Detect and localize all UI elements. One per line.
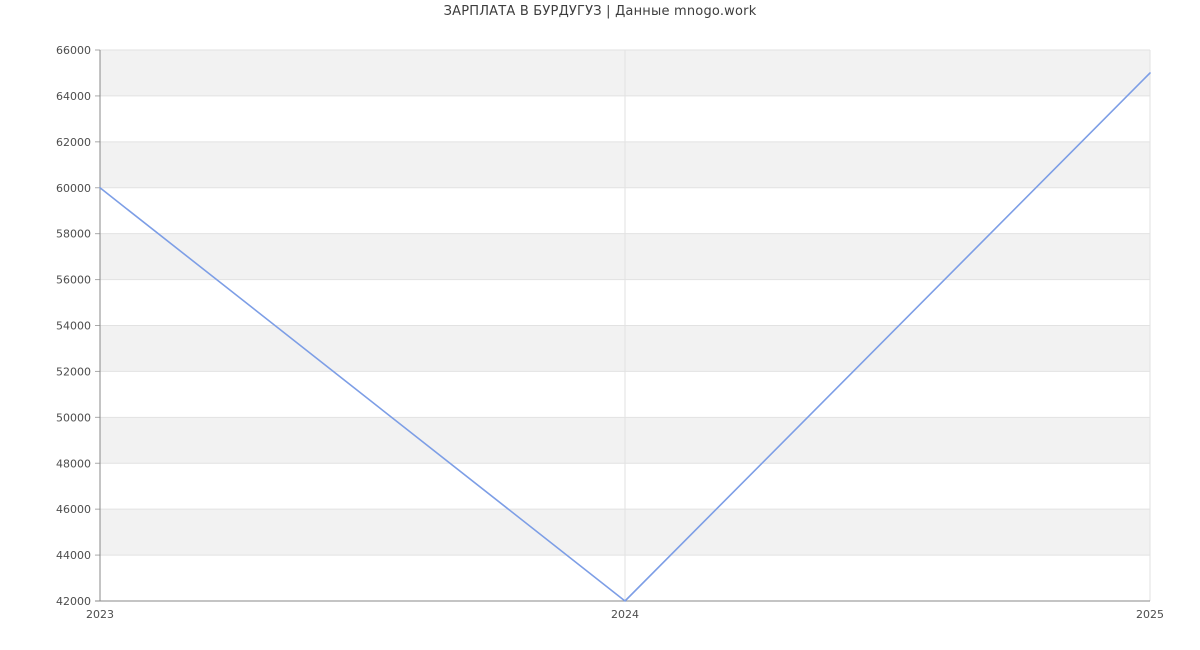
y-tick-label: 46000: [56, 503, 91, 516]
y-tick-label: 60000: [56, 182, 91, 195]
chart-title: ЗАРПЛАТА В БУРДУГУЗ | Данные mnogo.work: [443, 4, 757, 19]
y-tick-label: 52000: [56, 365, 91, 378]
x-tick-label: 2025: [1136, 608, 1164, 621]
x-tick-label: 2023: [86, 608, 114, 621]
y-tick-label: 48000: [56, 457, 91, 470]
x-tick-label: 2024: [611, 608, 639, 621]
y-tick-label: 44000: [56, 549, 91, 562]
y-tick-label: 62000: [56, 136, 91, 149]
series-line: [99, 72, 1151, 602]
y-tick-label: 64000: [56, 90, 91, 103]
y-tick-label: 50000: [56, 411, 91, 424]
y-tick-label: 66000: [56, 44, 91, 57]
y-tick-label: 42000: [56, 595, 91, 608]
y-tick-label: 54000: [56, 320, 91, 333]
y-tick-label: 56000: [56, 274, 91, 287]
y-tick-label: 58000: [56, 228, 91, 241]
